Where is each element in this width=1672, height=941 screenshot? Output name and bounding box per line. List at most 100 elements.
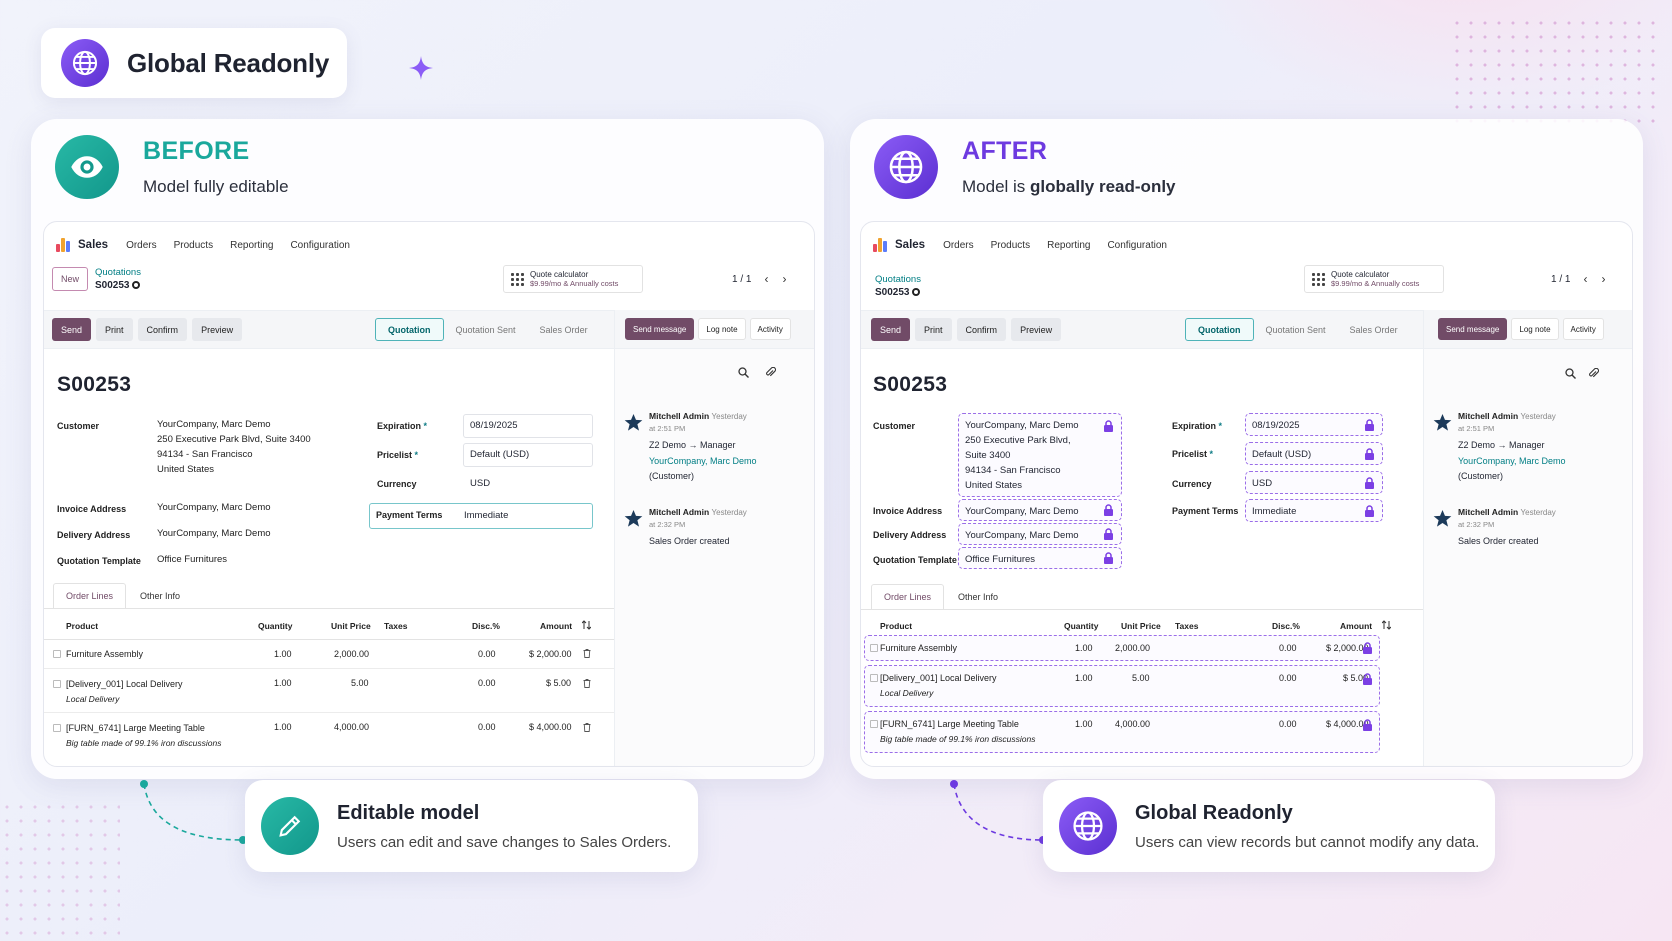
table-row[interactable]: [FURN_6741] Large Meeting Table Big tabl… [44,713,614,757]
tab-order-lines[interactable]: Order Lines [53,583,127,608]
preview-button[interactable]: Preview [192,318,243,341]
menu-orders[interactable]: Orders [943,239,974,251]
confirm-button[interactable]: Confirm [956,318,1007,341]
tab-other-info[interactable]: Other Info [140,591,181,601]
log-note-button[interactable]: Log note [698,318,746,340]
trash-icon[interactable] [583,649,591,658]
col-unit-price: Unit Price [1121,621,1161,631]
status-quotation[interactable]: Quotation [375,318,444,341]
quotation-template-readonly-field: Office Furnitures [958,547,1122,569]
app-name[interactable]: Sales [78,239,109,251]
breadcrumb-quotations[interactable]: Quotations [875,274,921,285]
paperclip-icon[interactable] [765,367,776,378]
search-icon[interactable] [1565,368,1576,379]
menu-configuration[interactable]: Configuration [1107,239,1167,251]
col-amount: Amount [1340,621,1373,631]
col-unit-price: Unit Price [331,621,371,631]
payment-terms-readonly-field: Immediate [1245,499,1383,522]
breadcrumb-record: S00253 [875,287,910,298]
col-disc: Disc.% [472,621,500,631]
column-options-icon[interactable] [582,620,591,630]
breadcrumb-quotations[interactable]: Quotations [95,267,141,278]
pencil-icon [261,797,319,855]
trash-icon[interactable] [583,723,591,732]
chatter-panel: Mitchell Admin Yesterday at 2:51 PM Z2 D… [614,348,814,766]
gear-icon[interactable] [912,288,921,296]
star-avatar-icon [624,413,643,431]
log-note-button[interactable]: Log note [1511,318,1559,340]
menu-products[interactable]: Products [990,239,1031,251]
status-quotation-sent[interactable]: Quotation Sent [1265,324,1326,335]
menu-products[interactable]: Products [173,239,214,251]
status-quotation-sent[interactable]: Quotation Sent [455,324,516,335]
menu-reporting[interactable]: Reporting [1047,239,1091,251]
invoice-address-readonly-field: YourCompany, Marc Demo [958,499,1122,521]
chevron-left-icon[interactable]: ‹ [1583,272,1588,286]
grid-icon [1312,272,1325,286]
status-sales-order[interactable]: Sales Order [1349,324,1398,335]
payment-terms-field[interactable]: Payment Terms Immediate [369,503,593,529]
label-currency: Currency [377,479,417,489]
currency-input[interactable]: USD [463,472,593,496]
send-button[interactable]: Send [52,318,92,341]
form-sheet: S00253 Customer YourCompany, Marc Demo 25… [861,348,1423,766]
tab-order-lines[interactable]: Order Lines [871,584,945,609]
globe-icon [874,135,938,199]
app-name[interactable]: Sales [895,239,926,251]
print-button[interactable]: Print [96,318,133,341]
activity-button[interactable]: Activity [1562,318,1604,340]
label-payment-terms: Payment Terms [1172,506,1239,516]
table-row[interactable]: Furniture Assembly 1.00 2,000.00 0.00 $ … [44,639,614,669]
pricelist-input[interactable]: Default (USD) [463,443,593,467]
menu-orders[interactable]: Orders [126,239,157,251]
new-button[interactable]: New [52,267,88,291]
quote-calc-title: Quote calculator [530,270,589,279]
send-message-button[interactable]: Send message [1438,318,1508,340]
expiration-input[interactable]: 08/19/2025 [463,414,593,438]
menu-configuration[interactable]: Configuration [290,239,350,251]
tab-other-info[interactable]: Other Info [958,592,999,602]
gear-icon[interactable] [132,281,141,289]
lock-icon [1363,719,1372,731]
delivery-address-value[interactable]: YourCompany, Marc Demo [157,528,271,539]
invoice-address-value[interactable]: YourCompany, Marc Demo [157,502,271,513]
print-button[interactable]: Print [915,318,952,341]
star-avatar-icon [624,509,643,527]
column-options-icon[interactable] [1382,620,1391,630]
activity-button[interactable]: Activity [749,318,791,340]
menu-reporting[interactable]: Reporting [230,239,274,251]
pager-value: 1 / 1 [1551,273,1571,285]
after-card: AFTER Model is globally read-only Sales … [850,119,1643,779]
row-checkbox[interactable] [53,650,61,658]
status-sales-order[interactable]: Sales Order [539,324,588,335]
preview-button[interactable]: Preview [1011,318,1062,341]
action-toolbar: Send Print Confirm Preview Quotation Quo… [861,310,1423,348]
send-message-button[interactable]: Send message [625,318,695,340]
row-checkbox [870,674,878,682]
quote-calculator-widget[interactable]: Quote calculator $9.99/mo & Annually cost… [1304,265,1444,293]
chatter-toolbar: Send message Log note Activity [1423,310,1632,348]
row-checkbox[interactable] [53,724,61,732]
breadcrumb: Quotations S00253 [95,267,141,291]
chevron-right-icon[interactable]: › [1601,272,1606,286]
paperclip-icon[interactable] [1588,368,1599,379]
chevron-right-icon[interactable]: › [782,272,787,286]
table-row[interactable]: [Delivery_001] Local Delivery Local Deli… [44,669,614,713]
quote-calc-title: Quote calculator [1331,270,1390,279]
customer-value[interactable]: YourCompany, Marc Demo 250 Executive Par… [157,419,311,475]
send-button[interactable]: Send [871,318,911,341]
breadcrumb: Quotations S00253 [875,274,921,298]
quotation-template-value[interactable]: Office Furnitures [157,554,228,565]
star-avatar-icon [1433,413,1452,431]
quote-calculator-widget[interactable]: Quote calculator $9.99/mo & Annually cost… [503,265,643,293]
chevron-left-icon[interactable]: ‹ [764,272,769,286]
trash-icon[interactable] [583,679,591,688]
after-header: AFTER Model is globally read-only [874,135,1176,199]
after-subtitle: Model is globally read-only [962,177,1176,196]
label-quotation-template: Quotation Template [873,555,957,565]
status-quotation[interactable]: Quotation [1185,318,1254,341]
row-checkbox[interactable] [53,680,61,688]
eye-icon [55,135,119,199]
confirm-button[interactable]: Confirm [137,318,188,341]
search-icon[interactable] [738,367,749,378]
